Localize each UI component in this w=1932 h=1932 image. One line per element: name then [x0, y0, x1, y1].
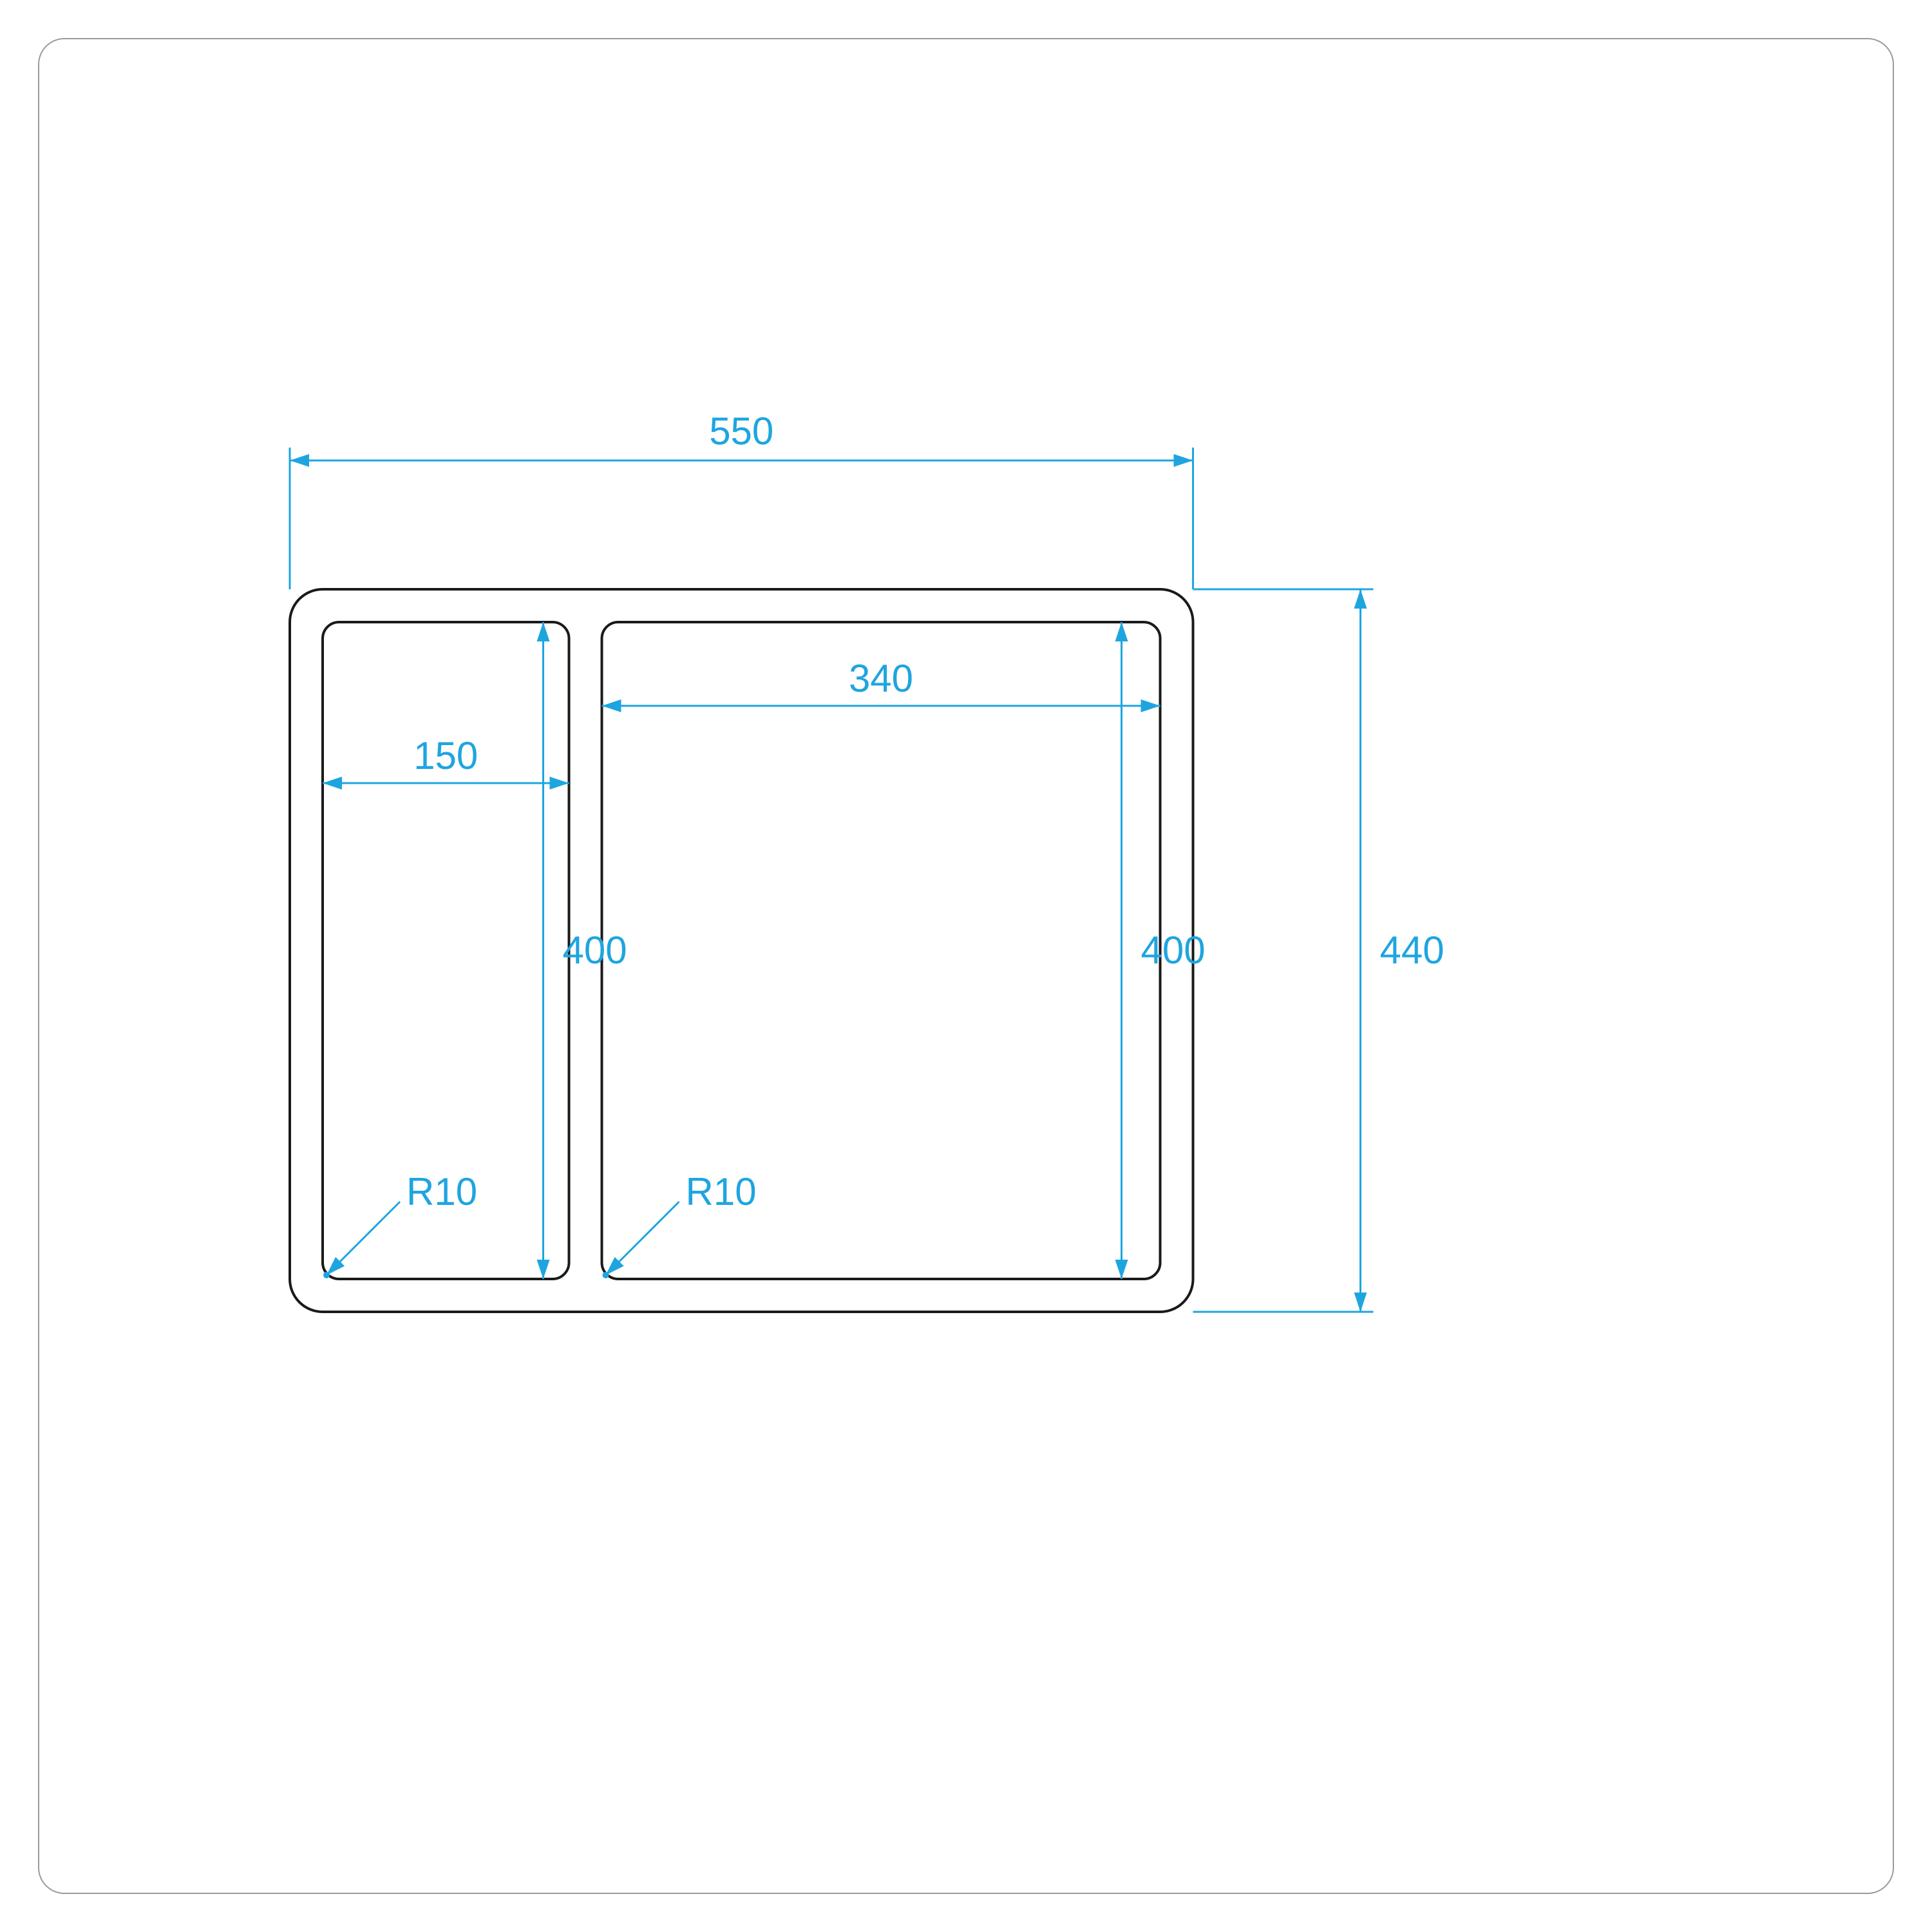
- dimension-drawing: 550 440 150 400 340 400 R10 R10: [0, 0, 1932, 1932]
- dim-right-overall-label: 440: [1380, 929, 1444, 972]
- radius-left-leader: [327, 1202, 400, 1275]
- dim-right-bowl-width-label: 340: [849, 657, 913, 700]
- dim-left-bowl-height-label: 400: [563, 929, 627, 972]
- radius-right-leader: [606, 1202, 679, 1275]
- dim-right-bowl-height-label: 400: [1141, 929, 1206, 972]
- page-frame: [39, 39, 1893, 1893]
- radius-left-label: R10: [406, 1170, 477, 1213]
- radius-right-label: R10: [686, 1170, 757, 1213]
- dim-top-overall-label: 550: [709, 410, 773, 453]
- dim-left-bowl-width-label: 150: [413, 734, 478, 777]
